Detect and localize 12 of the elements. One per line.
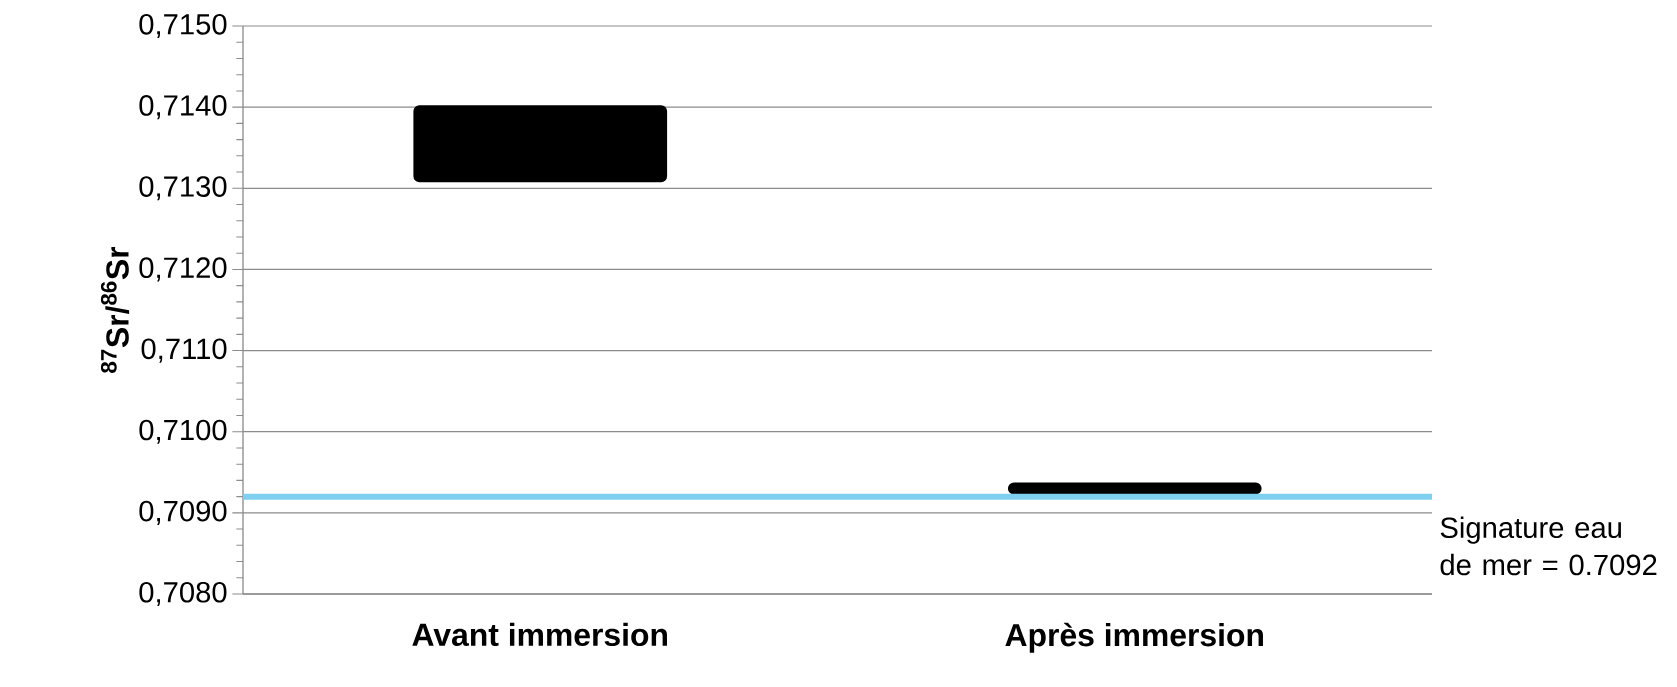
- y-tick-label: 0,7150: [139, 13, 227, 39]
- y-tick-label: 0,7110: [141, 338, 227, 363]
- y-axis-title: $^{87}$Sr/$^{86}$Sr: [100, 246, 130, 373]
- y-tick-label: 0,7090: [139, 500, 227, 525]
- y-tick-label: 0,7130: [139, 176, 227, 201]
- ref-line-label: Signature eau de mer = 0.7092: [1440, 516, 1657, 576]
- x-tick-label: Avant immersion: [412, 622, 667, 647]
- x-tick-label: Après immersion: [1005, 622, 1263, 653]
- y-tick-label: 0,7100: [139, 419, 227, 444]
- y-tick-label: 0,7120: [139, 257, 227, 282]
- y-tick-label: 0,7080: [139, 581, 227, 607]
- y-tick-label: 0,7140: [139, 95, 227, 120]
